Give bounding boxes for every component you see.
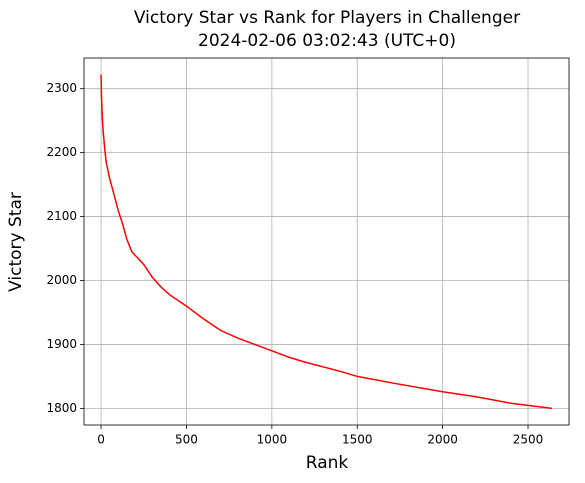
chart-title: Victory Star vs Rank for Players in Chal… — [134, 8, 520, 28]
x-tick-label: 2000 — [427, 433, 458, 447]
y-tick-label: 2000 — [46, 273, 77, 287]
x-axis-label: Rank — [306, 453, 349, 473]
x-tick-label: 500 — [175, 433, 198, 447]
y-tick-label: 2200 — [46, 145, 77, 159]
x-tick-label: 1000 — [257, 433, 288, 447]
x-tick-label: 2500 — [513, 433, 544, 447]
x-tick-label: 1500 — [342, 433, 373, 447]
x-tick-label: 0 — [97, 433, 105, 447]
y-tick-label: 1800 — [46, 401, 77, 415]
chart-subtitle: 2024-02-06 03:02:43 (UTC+0) — [198, 31, 456, 51]
y-tick-label: 2100 — [46, 209, 77, 223]
plot-frame — [83, 57, 570, 426]
y-tick-label: 1900 — [46, 337, 77, 351]
line — [100, 74, 553, 410]
y-tick-label: 2300 — [46, 81, 77, 95]
y-axis-label: Victory Star — [6, 192, 26, 292]
